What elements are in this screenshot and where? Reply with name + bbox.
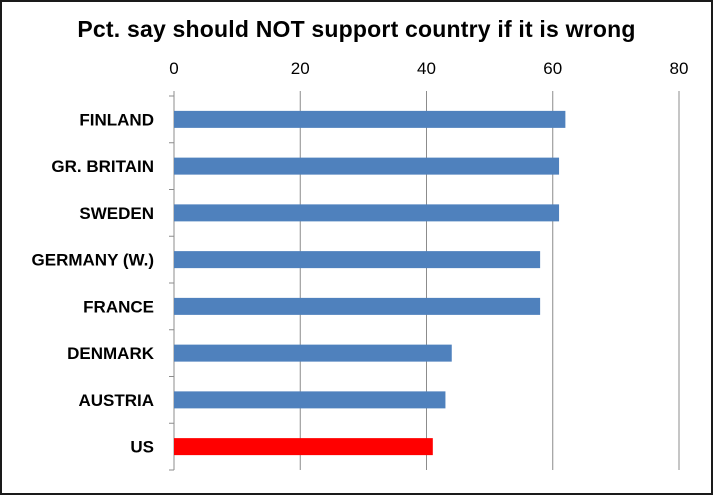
x-tick-label: 80 — [670, 59, 689, 78]
x-tick-label: 40 — [417, 59, 436, 78]
category-label: SWEDEN — [79, 204, 154, 223]
gridlines — [299, 96, 680, 470]
category-label: FINLAND — [79, 110, 154, 129]
bar-denmark — [174, 344, 452, 362]
category-label: FRANCE — [83, 297, 154, 316]
category-label: AUSTRIA — [78, 391, 154, 410]
category-label: DENMARK — [67, 344, 155, 363]
bar-austria — [174, 391, 446, 409]
bar-sweden — [174, 204, 560, 222]
category-label: US — [130, 438, 154, 457]
x-tick-label: 60 — [543, 59, 562, 78]
bar-gr-britain — [174, 157, 560, 175]
chart-title: Pct. say should NOT support country if i… — [77, 16, 636, 42]
bar-france — [174, 297, 541, 315]
category-label: GR. BRITAIN — [51, 157, 154, 176]
bar-finland — [174, 110, 566, 128]
bar-us — [174, 438, 433, 456]
labels: 0 20 40 60 80 FINLAND GR. BRITAIN SWEDEN GERMANY… — [32, 59, 689, 457]
x-tick-label: 20 — [291, 59, 310, 78]
bars — [174, 110, 566, 456]
x-tick-label: 0 — [169, 59, 178, 78]
axes — [169, 91, 680, 471]
category-label: GERMANY (W.) — [32, 251, 154, 270]
bar-germany-w — [174, 251, 541, 269]
